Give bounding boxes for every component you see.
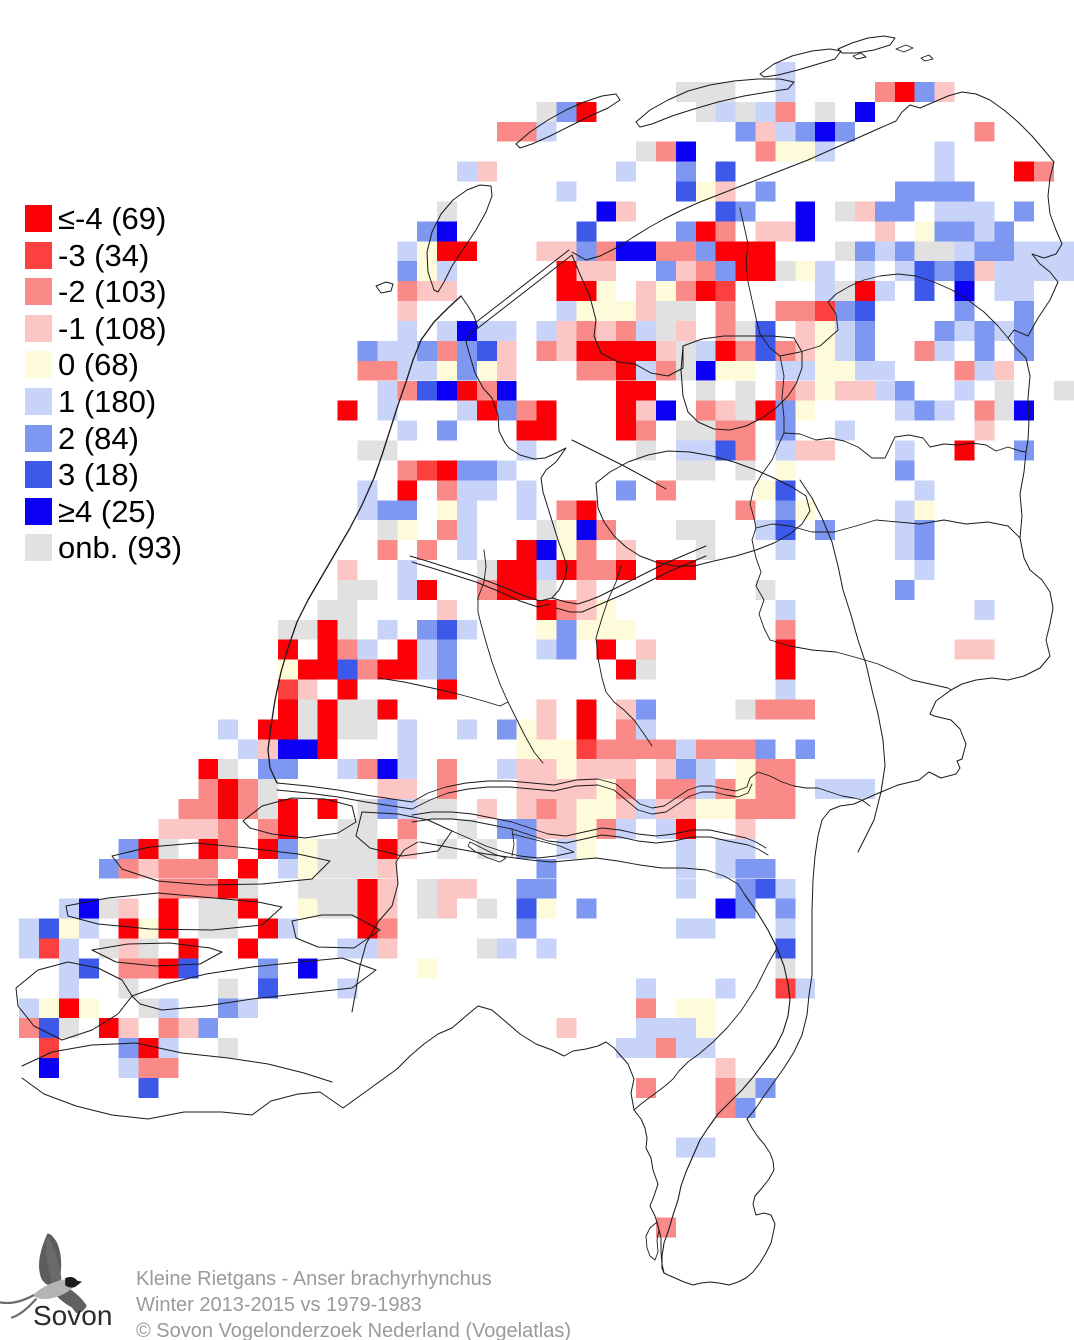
svg-text:Sovon: Sovon xyxy=(33,1300,112,1331)
svg-text:0 (68): 0 (68) xyxy=(58,347,139,382)
svg-text:3 (18): 3 (18) xyxy=(58,457,139,492)
svg-text:≥4 (25): ≥4 (25) xyxy=(58,494,156,529)
svg-text:Kleine Rietgans - Anser brachy: Kleine Rietgans - Anser brachyrhynchus xyxy=(136,1268,492,1290)
svg-text:© Sovon Vogelonderzoek Nederla: © Sovon Vogelonderzoek Nederland (Vogela… xyxy=(136,1320,571,1340)
svg-text:-3 (34): -3 (34) xyxy=(58,238,149,273)
svg-text:Winter 2013-2015 vs 1979-1983: Winter 2013-2015 vs 1979-1983 xyxy=(136,1294,422,1316)
svg-text:1 (180): 1 (180) xyxy=(58,384,156,419)
svg-text:-1 (108): -1 (108) xyxy=(58,311,167,346)
svg-text:≤-4 (69): ≤-4 (69) xyxy=(58,201,166,236)
svg-text:2 (84): 2 (84) xyxy=(58,421,139,456)
svg-text:-2 (103): -2 (103) xyxy=(58,274,167,309)
svg-text:onb. (93): onb. (93) xyxy=(58,530,182,565)
